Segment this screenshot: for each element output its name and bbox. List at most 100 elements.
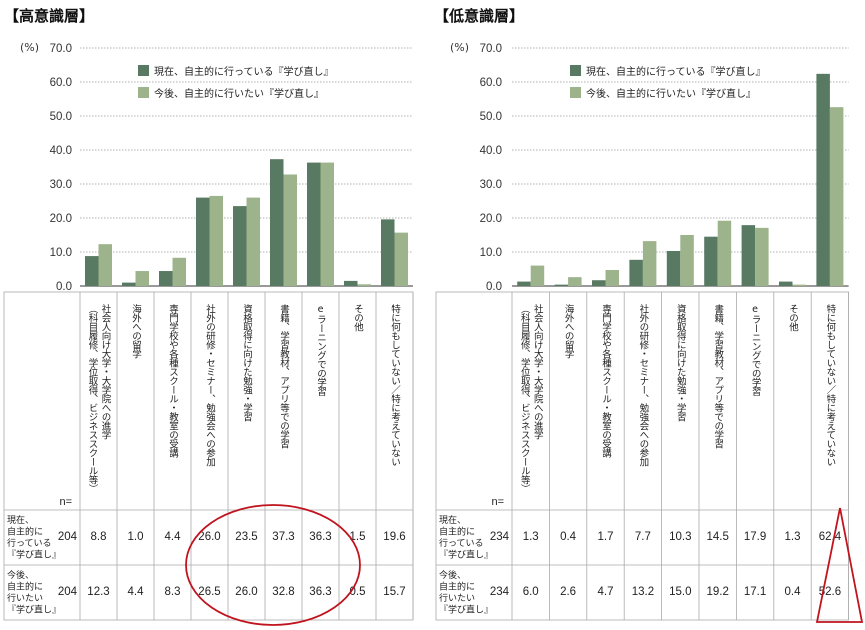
bar-future — [642, 241, 657, 286]
table-value: 15.7 — [383, 586, 405, 598]
legend-swatch-future — [138, 87, 149, 98]
bar-future — [755, 227, 769, 286]
bar-future — [357, 284, 371, 286]
y-axis-unit: (%) — [20, 41, 39, 54]
table-row-label: 自主的に — [7, 526, 43, 538]
table-value: 17.9 — [744, 531, 766, 543]
bar-current — [666, 250, 681, 286]
bar-current — [233, 206, 247, 286]
table-value: 4.4 — [165, 531, 182, 543]
bar-current — [122, 282, 136, 286]
bar-current — [554, 284, 569, 286]
table-value: 36.3 — [309, 586, 331, 598]
bar-future — [135, 271, 149, 286]
y-tick-label: 30.0 — [50, 179, 72, 191]
bar-current — [741, 225, 756, 286]
table-value: 2.6 — [560, 586, 576, 598]
category-label: 社会人向け大学・大学院への進学 — [100, 303, 112, 439]
y-tick-label: 60.0 — [480, 77, 502, 89]
table-row-label: 『学び直し』 — [7, 549, 61, 561]
bar-future — [320, 162, 334, 286]
category-label: 専門学校や各種スクール・教室の受講 — [600, 303, 612, 458]
category-label: 特に何もしていない／特に考えていない — [389, 303, 401, 466]
legend-label-future: 今後、自主的に行いたい『学び直し』 — [154, 87, 324, 100]
table-value: 0.4 — [560, 531, 577, 543]
chart-title: 【高意識層】 — [4, 7, 94, 25]
category-label: 書籍、学習教材、アプリ等での学習 — [278, 303, 290, 449]
bar-current — [307, 162, 321, 286]
category-label: 社会人向け大学・大学院への進学 — [532, 303, 544, 439]
legend-label-future: 今後、自主的に行いたい『学び直し』 — [586, 87, 756, 100]
table-row-label: 今後、 — [439, 569, 466, 581]
y-tick-label: 30.0 — [480, 179, 502, 191]
bar-current — [816, 73, 830, 286]
category-label: 社外の研修・セミナー、勉強会への参加 — [204, 303, 216, 467]
table-value: 26.0 — [235, 586, 257, 598]
table-value: 4.7 — [598, 586, 614, 598]
n-value: 204 — [58, 586, 78, 598]
table-value: 8.8 — [91, 531, 107, 543]
category-label: 資格取得に向けた勉強・学習 — [241, 303, 253, 422]
table-value: 0.5 — [350, 586, 366, 598]
table-row-label: 自主的に — [439, 581, 475, 593]
table-row-label: 自主的に — [439, 526, 475, 538]
bar-future — [172, 257, 186, 286]
bar-current — [704, 236, 718, 286]
bar-future — [792, 284, 806, 286]
bar-current — [592, 280, 606, 286]
n-label: n= — [491, 496, 504, 508]
table-row-label: 今後、 — [7, 569, 34, 581]
bar-future — [530, 265, 545, 286]
chart-title: 【低意識層】 — [434, 7, 524, 25]
y-tick-label: 40.0 — [50, 145, 72, 157]
bar-future — [283, 174, 297, 286]
highlight-ellipse — [185, 504, 361, 626]
bar-current — [344, 280, 358, 286]
y-tick-label: 70.0 — [50, 43, 72, 55]
legend-label-current: 現在、自主的に行っている『学び直し』 — [154, 65, 334, 78]
category-label: （科目履修、学位取得、ビジネススクール等） — [519, 304, 531, 493]
bar-future — [98, 244, 112, 286]
bar-current — [779, 281, 793, 286]
n-value: 204 — [58, 531, 78, 543]
n-label: n= — [59, 496, 72, 508]
table-value: 19.2 — [707, 586, 729, 598]
bar-current — [159, 271, 173, 286]
table-value: 23.5 — [235, 531, 257, 543]
bar-future — [829, 107, 844, 286]
category-label: 海外への留学 — [130, 303, 142, 358]
category-label: eラーニングでの学習 — [750, 304, 762, 397]
y-tick-label: 20.0 — [50, 213, 72, 225]
table-row-label: 現在、 — [439, 514, 466, 526]
table-row-label: 行いたい — [7, 592, 43, 604]
table-value: 7.7 — [635, 531, 651, 543]
bar-future — [246, 197, 260, 286]
y-tick-label: 0.0 — [56, 281, 72, 293]
category-label: その他 — [787, 304, 799, 332]
table-value: 6.0 — [523, 586, 539, 598]
y-tick-label: 20.0 — [480, 213, 502, 225]
y-tick-label: 60.0 — [50, 77, 72, 89]
table-row-label: 『学び直し』 — [439, 604, 493, 616]
table-value: 8.3 — [165, 586, 181, 598]
bar-current — [517, 281, 531, 286]
bar-future — [394, 232, 408, 286]
table-value: 1.3 — [523, 531, 539, 543]
table-row-label: 行っている — [7, 537, 52, 549]
legend-swatch-future — [570, 87, 581, 98]
table-value: 10.3 — [669, 531, 691, 543]
bar-current — [381, 219, 395, 286]
table-value: 32.8 — [272, 586, 294, 598]
table-value: 26.0 — [198, 531, 220, 543]
category-label: 社外の研修・セミナー、勉強会への参加 — [637, 303, 649, 467]
table-value: 1.5 — [350, 531, 366, 543]
table-value: 17.1 — [744, 586, 766, 598]
bar-future — [568, 277, 582, 286]
bar-future — [209, 195, 223, 286]
table-row-label: 自主的に — [7, 581, 43, 593]
table-row-label: 現在、 — [7, 514, 34, 526]
highlight-triangle — [815, 507, 864, 623]
y-tick-label: 10.0 — [50, 247, 72, 259]
bar-future — [717, 220, 732, 286]
